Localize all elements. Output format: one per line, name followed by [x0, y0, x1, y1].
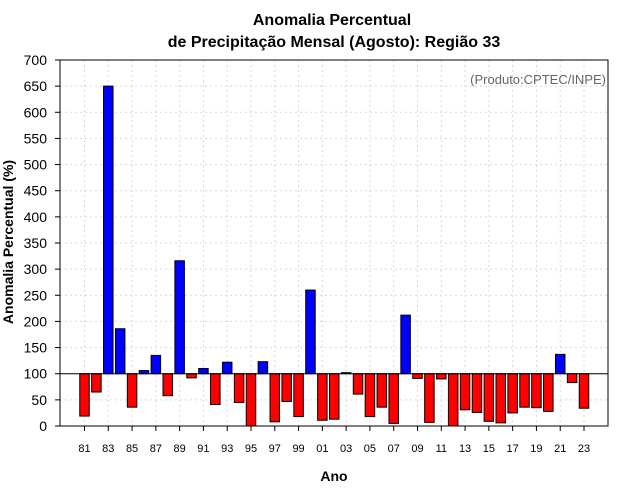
x-tick-label: 13 — [459, 443, 471, 455]
x-tick-label: 95 — [245, 443, 257, 455]
x-tick-label: 09 — [411, 443, 423, 455]
y-axis: 0 50 100 150 200 250 300 350 400 450 500 550 600 650 7… — [24, 52, 60, 434]
x-axis-label: Ano — [320, 468, 347, 484]
bar — [566, 373, 578, 384]
bar — [483, 373, 495, 422]
y-tick-label: 100 — [24, 366, 48, 382]
bar — [245, 373, 257, 427]
x-tick-label: 17 — [507, 443, 519, 455]
x-tick-label: 89 — [174, 443, 186, 455]
bar — [364, 373, 376, 418]
x-tick-label: 01 — [316, 443, 328, 455]
chart-title-line1: Anomalia Percentual — [253, 12, 411, 29]
bar — [198, 367, 209, 375]
bar — [186, 373, 197, 379]
bar — [436, 373, 447, 380]
x-tick-label: 21 — [554, 443, 566, 455]
bar — [447, 373, 459, 427]
y-tick-label: 650 — [24, 78, 48, 94]
y-tick-label: 550 — [24, 130, 48, 146]
bar — [531, 373, 542, 409]
bar — [233, 373, 245, 403]
x-tick-label: 85 — [126, 443, 138, 455]
bar — [150, 354, 162, 375]
bar — [293, 373, 304, 418]
bar — [174, 260, 185, 375]
bar — [126, 373, 138, 408]
y-tick-label: 450 — [24, 183, 48, 199]
bar — [103, 85, 114, 375]
bar — [543, 373, 554, 412]
bar — [221, 361, 233, 375]
bar — [424, 373, 435, 423]
bar — [578, 373, 590, 409]
bar — [388, 373, 399, 424]
bar — [329, 373, 340, 420]
credit-label: (Produto:CPTEC/INPE) — [470, 72, 606, 87]
x-tick-label: 03 — [340, 443, 352, 455]
y-tick-label: 700 — [24, 52, 48, 68]
y-tick-label: 400 — [24, 209, 48, 225]
y-tick-label: 300 — [24, 261, 48, 277]
y-tick-label: 150 — [24, 340, 48, 356]
bar — [376, 373, 388, 408]
bar — [281, 373, 292, 402]
x-tick-label: 11 — [436, 443, 447, 455]
bar — [257, 361, 269, 375]
y-tick-label: 350 — [24, 235, 48, 251]
bar — [495, 373, 506, 424]
bar — [412, 373, 423, 379]
bar — [305, 289, 316, 375]
bar — [400, 314, 411, 375]
x-tick-label: 19 — [530, 443, 542, 455]
bar — [210, 373, 221, 406]
y-axis-label: Anomalia Percentual (%) — [0, 160, 16, 324]
x-tick-label: 05 — [364, 443, 376, 455]
x-tick-label: 91 — [197, 443, 209, 455]
bar — [507, 373, 518, 414]
bar — [554, 353, 566, 375]
x-tick-label: 83 — [102, 443, 114, 455]
bar — [91, 373, 102, 393]
bar — [162, 373, 173, 397]
x-tick-label: 87 — [150, 443, 162, 455]
bars — [79, 85, 590, 427]
bar — [317, 373, 328, 421]
x-tick-label: 99 — [292, 443, 304, 455]
y-tick-label: 200 — [24, 313, 48, 329]
x-axis: 81 83 85 87 89 91 93 95 97 99 01 03 05 07 09 11 13 15 17 19… — [78, 426, 590, 455]
bar — [352, 373, 364, 395]
bar — [459, 373, 471, 411]
x-tick-label: 81 — [78, 443, 90, 455]
y-tick-label: 50 — [31, 392, 47, 408]
bar — [519, 373, 530, 408]
bar — [471, 373, 483, 413]
bar — [114, 328, 126, 375]
x-tick-label: 97 — [269, 443, 281, 455]
y-tick-label: 500 — [24, 157, 48, 173]
x-tick-label: 15 — [483, 443, 495, 455]
x-tick-label: 07 — [388, 443, 400, 455]
x-tick-label: 23 — [578, 443, 590, 455]
bar — [79, 373, 90, 417]
y-tick-label: 600 — [24, 104, 48, 120]
y-tick-label: 0 — [39, 418, 47, 434]
x-tick-label: 93 — [221, 443, 233, 455]
bar — [269, 373, 281, 423]
y-tick-label: 250 — [24, 287, 48, 303]
chart-title-line2: de Precipitação Mensal (Agosto): Região … — [168, 34, 501, 51]
